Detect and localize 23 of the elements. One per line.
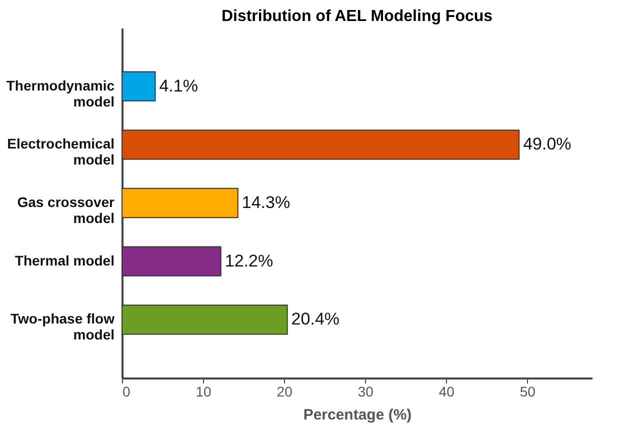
bar bbox=[122, 71, 156, 102]
chart-title: Distribution of AEL Modeling Focus bbox=[221, 8, 493, 25]
bar bbox=[122, 188, 238, 218]
y-tick-label: Two-phase flow model bbox=[10, 310, 115, 343]
bar bbox=[122, 130, 520, 160]
y-tick-label: Thermodynamic model bbox=[6, 77, 115, 110]
data-label: 49.0% bbox=[523, 134, 572, 154]
bar bbox=[122, 246, 222, 276]
y-tick-label: Gas crossover model bbox=[17, 194, 116, 226]
x-tick-label: 10 bbox=[196, 384, 212, 400]
data-label: 14.3% bbox=[242, 193, 290, 212]
x-axis-title: Percentage (%) bbox=[303, 406, 412, 424]
data-label: 12.2% bbox=[224, 251, 274, 270]
x-tick-label: 40 bbox=[438, 384, 455, 400]
data-label: 4.1% bbox=[159, 76, 198, 96]
bar bbox=[122, 304, 288, 335]
x-tick-label: 50 bbox=[520, 384, 536, 400]
data-label: 20.4% bbox=[291, 310, 340, 329]
x-tick-label: 0 bbox=[122, 384, 130, 400]
x-tick-label: 20 bbox=[276, 384, 293, 400]
x-tick-label: 30 bbox=[358, 384, 374, 400]
y-tick-label: Electrochemical model bbox=[7, 136, 114, 168]
y-tick-label: Thermal model bbox=[14, 252, 114, 268]
